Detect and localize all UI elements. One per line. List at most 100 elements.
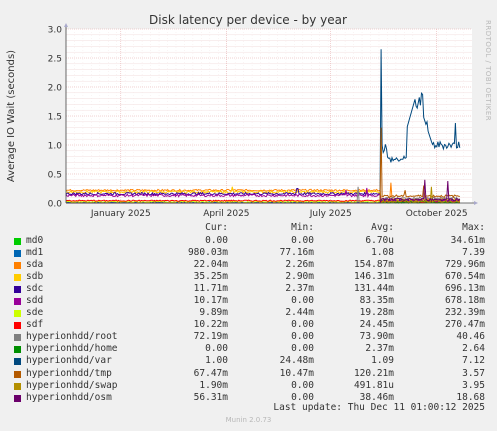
legend-min: 0.00 — [291, 234, 314, 246]
legend-row: sdc 11.71m 2.37m 131.44m 696.13m — [14, 283, 490, 295]
legend-avg: 1.08 — [371, 246, 394, 258]
legend-row: hyperionhdd/var 1.00 24.48m 1.09 7.12 — [14, 355, 490, 367]
legend-name: sdf — [26, 319, 44, 331]
header-max: Max: — [462, 222, 485, 233]
legend-cur: 11.71m — [193, 282, 228, 294]
legend-max: 3.95 — [462, 379, 485, 391]
legend-min: 2.26m — [285, 258, 314, 270]
legend-row: hyperionhdd/swap 1.90m 0.00 491.81u 3.95 — [14, 380, 490, 392]
legend-min: 10.47m — [279, 367, 314, 379]
legend-max: 7.12 — [462, 355, 485, 367]
last-update: Last update: Thu Dec 11 01:00:12 2025 — [273, 402, 485, 413]
y-tick-label: 2.5 — [48, 55, 62, 65]
legend-avg: 83.35m — [359, 294, 394, 306]
legend-name: hyperionhdd/var — [26, 355, 112, 367]
legend-name: sdd — [26, 294, 44, 306]
legend-name: hyperionhdd/root — [26, 331, 118, 343]
legend-cur: 67.47m — [193, 367, 228, 379]
legend-min: 2.44m — [285, 307, 314, 319]
x-tick-label: April 2025 — [203, 209, 249, 219]
x-tick-label: October 2025 — [406, 209, 468, 219]
legend-cur: 9.89m — [199, 307, 228, 319]
legend-swatch — [14, 249, 21, 257]
legend-max: 670.54m — [444, 270, 485, 282]
legend-swatch — [14, 261, 21, 269]
legend-min: 0.00 — [291, 379, 314, 391]
legend-row: sdf 10.22m 0.00 24.45m 270.47m — [14, 319, 490, 331]
legend-row: sde 9.89m 2.44m 19.28m 232.39m — [14, 307, 490, 319]
legend-avg: 38.46m — [359, 391, 394, 403]
legend-name: sdb — [26, 270, 44, 282]
legend-cur: 56.31m — [193, 391, 228, 403]
y-tick-label: 0.0 — [48, 200, 63, 210]
legend-name: hyperionhdd/osm — [26, 391, 112, 403]
latency-chart: 0.0 0.5 1.0 1.5 2.0 2.5 3.0 January 2025 April 2… — [6, 13, 478, 219]
legend-swatch — [14, 358, 21, 366]
legend-cur: 0.00 — [205, 234, 228, 246]
legend-swatch — [14, 346, 21, 354]
legend-avg: 131.44m — [353, 282, 394, 294]
legend-cur: 1.90m — [199, 379, 228, 391]
chart-title: Disk latency per device - by year — [149, 13, 347, 27]
legend-row: hyperionhdd/osm 56.31m 0.00 38.46m 18.68 — [14, 392, 490, 404]
legend-cur: 35.25m — [193, 270, 228, 282]
legend-avg: 24.45m — [359, 319, 394, 331]
legend-max: 34.61m — [450, 234, 485, 246]
legend-row: sdd 10.17m 0.00 83.35m 678.18m — [14, 295, 490, 307]
legend-table: Cur: Min: Avg: Max: md0 0.00 0.00 6.70u 34.6… — [14, 222, 490, 404]
y-axis-label: Average IO Wait (seconds) — [6, 50, 17, 182]
legend-row: hyperionhdd/tmp 67.47m 10.47m 120.21m 3.57 — [14, 368, 490, 380]
legend-cur: 980.03m — [187, 246, 228, 258]
legend-swatch — [14, 382, 21, 390]
legend-max: 678.18m — [444, 294, 485, 306]
legend-name: md1 — [26, 246, 44, 258]
legend-min: 0.00 — [291, 331, 314, 343]
legend-max: 7.39 — [462, 246, 485, 258]
legend-avg: 146.31m — [353, 270, 394, 282]
legend-min: 2.37m — [285, 282, 314, 294]
legend-avg: 6.70u — [365, 234, 394, 246]
legend-swatch — [14, 334, 21, 342]
x-tick-label: July 2025 — [309, 209, 352, 219]
legend-cur: 72.19m — [193, 331, 228, 343]
legend-min: 77.16m — [279, 246, 314, 258]
legend-avg: 2.37m — [365, 343, 394, 355]
legend-max: 2.64 — [462, 343, 485, 355]
legend-swatch — [14, 310, 21, 318]
y-tick-label: 1.5 — [48, 113, 62, 123]
legend-swatch — [14, 285, 21, 293]
legend-min: 0.00 — [291, 294, 314, 306]
legend-avg: 154.87m — [353, 258, 394, 270]
legend-min: 0.00 — [291, 391, 314, 403]
legend-header: Cur: Min: Avg: Max: — [14, 222, 490, 235]
legend-swatch — [14, 297, 21, 305]
legend-max: 40.46 — [456, 331, 485, 343]
y-tick-label: 1.0 — [48, 142, 63, 152]
header-avg: Avg: — [371, 222, 394, 233]
legend-min: 0.00 — [291, 343, 314, 355]
legend-swatch — [14, 370, 21, 378]
legend-row: hyperionhdd/root 72.19m 0.00 73.90m 40.46 — [14, 331, 490, 343]
legend-max: 18.68 — [456, 391, 485, 403]
x-tick-label: January 2025 — [90, 209, 151, 219]
legend-name: md0 — [26, 234, 44, 246]
legend-row: sdb 35.25m 2.90m 146.31m 670.54m — [14, 271, 490, 283]
legend-max: 3.57 — [462, 367, 485, 379]
legend-name: hyperionhdd/home — [26, 343, 118, 355]
grid — [65, 28, 472, 203]
legend-name: hyperionhdd/tmp — [26, 367, 112, 379]
rrdtool-credit: RRDTOOL / TOBI OETIKER — [484, 20, 492, 122]
munin-version: Munin 2.0.73 — [225, 416, 272, 424]
legend-min: 2.90m — [285, 270, 314, 282]
legend-name: sde — [26, 307, 44, 319]
legend-cur: 10.17m — [193, 294, 228, 306]
legend-avg: 120.21m — [353, 367, 394, 379]
legend-avg: 19.28m — [359, 307, 394, 319]
header-cur: Cur: — [205, 222, 228, 233]
legend-min: 24.48m — [279, 355, 314, 367]
legend-max: 270.47m — [444, 319, 485, 331]
legend-name: sda — [26, 258, 44, 270]
legend-row: md1 980.03m 77.16m 1.08 7.39 — [14, 247, 490, 259]
legend-rows: md0 0.00 0.00 6.70u 34.61m md1 980.03m 77.16m 1.… — [14, 235, 490, 404]
legend-avg: 1.09 — [371, 355, 394, 367]
